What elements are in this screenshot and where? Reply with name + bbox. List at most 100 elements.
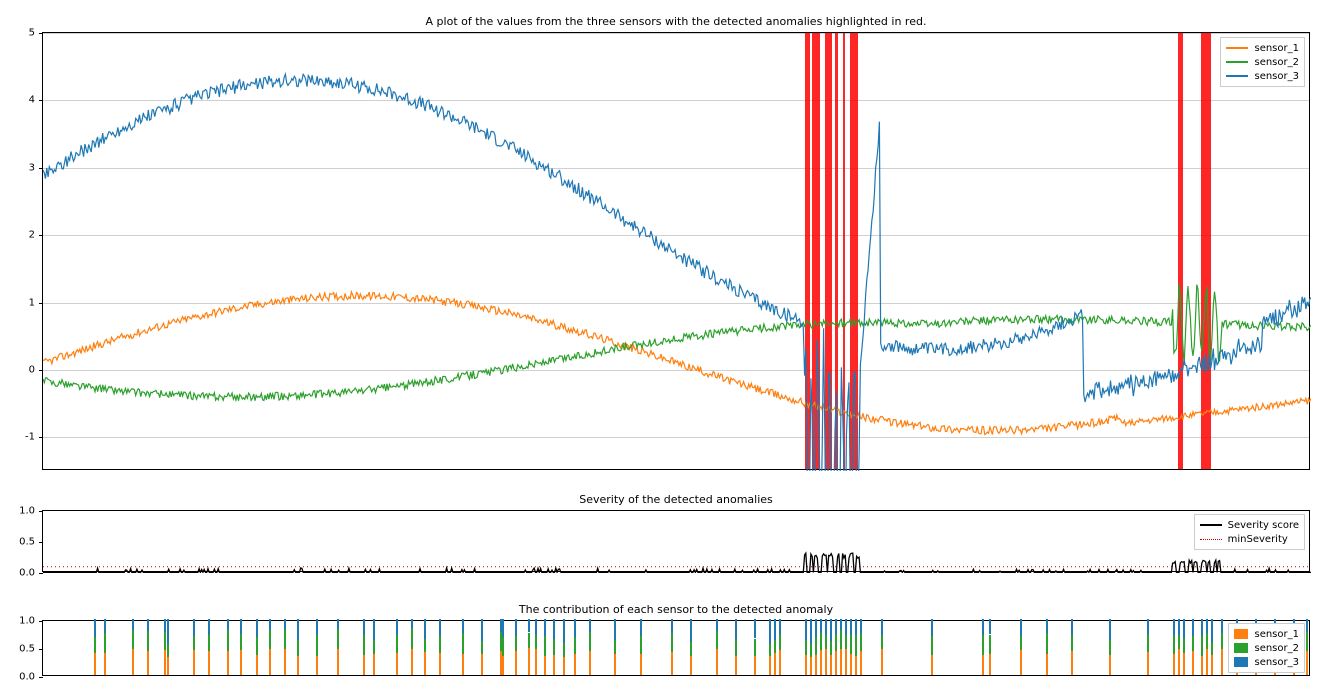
ytick-label: 0.0 [19, 568, 35, 579]
legend-item: sensor_2 [1226, 55, 1299, 69]
contribution-bar [614, 619, 616, 675]
contribution-bar [269, 619, 271, 675]
contribution-bar [147, 619, 149, 675]
sensor-2-line [43, 284, 1311, 401]
contribution-bar [845, 619, 847, 675]
contribution-bar [1071, 619, 1073, 675]
contribution-bar [850, 619, 852, 675]
contribution-bar [825, 619, 827, 675]
severity-plot: Severity of the detected anomalies 0.00.… [42, 510, 1310, 572]
main-lines-svg [43, 33, 1311, 471]
contribution-bar [1221, 619, 1223, 675]
contribution-bar [535, 619, 537, 675]
contribution-bar [502, 619, 504, 675]
contribution-bar [297, 619, 299, 675]
figure: A plot of the values from the three sens… [10, 10, 1317, 683]
ytick-label: -1 [25, 432, 35, 443]
legend-item: sensor_3 [1226, 69, 1299, 83]
contribution-bar [810, 619, 812, 675]
contribution-bar [462, 619, 464, 675]
contribution-bar [1178, 619, 1180, 675]
contribution-bar [316, 619, 318, 675]
contribution-bar [132, 619, 134, 675]
contribution-bar [1147, 619, 1149, 675]
contribution-bar [240, 619, 242, 675]
contribution-bar [815, 619, 817, 675]
contribution-bar [424, 619, 426, 675]
contribution-bar [855, 619, 857, 675]
ytick-label: 4 [29, 95, 35, 106]
legend-item: Severity score [1200, 518, 1299, 532]
legend-item: sensor_2 [1234, 641, 1299, 655]
contribution-bar [396, 619, 398, 675]
contribution-bar [337, 619, 339, 675]
contribution-bar [104, 619, 106, 675]
sensor-3-line [43, 74, 1311, 471]
contribution-bar [1211, 619, 1213, 675]
contribution-bar [1109, 619, 1111, 675]
contribution-bar [94, 619, 96, 675]
contribution-plot: The contribution of each sensor to the d… [42, 620, 1310, 676]
contribution-bar [1020, 619, 1022, 675]
contribution-bar [805, 619, 807, 675]
contribution-bar [690, 619, 692, 675]
severity-svg [43, 511, 1311, 573]
legend-item: sensor_3 [1234, 655, 1299, 669]
contribution-bar [820, 619, 822, 675]
contribution-bar [1046, 619, 1048, 675]
contribution-bar [931, 619, 933, 675]
contribution-bar [860, 619, 862, 675]
contribution-bar [830, 619, 832, 675]
contribution-bar [167, 619, 169, 675]
severity-title: Severity of the detected anomalies [43, 493, 1309, 506]
contribution-bar [640, 619, 642, 675]
contribution-bar [1206, 619, 1208, 675]
contribution-bar [779, 619, 781, 675]
ytick-label: 1 [29, 297, 35, 308]
contribution-bar [515, 619, 517, 675]
contribution-bar [1173, 619, 1175, 675]
severity-line [43, 553, 1311, 572]
ytick-label: 0.5 [19, 537, 35, 548]
severity-legend: Severity scoreminSeverity [1194, 514, 1305, 550]
sensor-1-line [43, 292, 1311, 435]
ytick-label: 0.0 [19, 672, 35, 683]
contribution-bar [439, 619, 441, 675]
contribution-bar [563, 619, 565, 675]
contribution-bar [544, 619, 546, 675]
contribution-bar [716, 619, 718, 675]
contribution-bar [411, 619, 413, 675]
contribution-bar [982, 619, 984, 675]
contribution-bar [840, 619, 842, 675]
contribution-bar [735, 619, 737, 675]
contribution-bar [193, 619, 195, 675]
contribution-bar [671, 619, 673, 675]
main-title: A plot of the values from the three sens… [43, 15, 1309, 28]
ytick-label: 1.0 [19, 506, 35, 517]
contribution-bar [574, 619, 576, 675]
contribution-bar [373, 619, 375, 675]
ytick-label: 5 [29, 28, 35, 39]
contribution-bar [774, 619, 776, 675]
contribution-bar [227, 619, 229, 675]
ytick-label: 3 [29, 162, 35, 173]
contribution-bar [363, 619, 365, 675]
contribution-bar [769, 619, 771, 675]
main-legend: sensor_1sensor_2sensor_3 [1220, 37, 1305, 87]
contribution-bar [754, 619, 756, 675]
contribution-bar [256, 619, 258, 675]
contribution-bar [553, 619, 555, 675]
legend-item: sensor_1 [1234, 627, 1299, 641]
contribution-bar [164, 619, 166, 675]
contribution-bar [989, 619, 991, 675]
contribution-legend: sensor_1sensor_2sensor_3 [1228, 623, 1305, 673]
contribution-bar [589, 619, 591, 675]
ytick-label: 1.0 [19, 616, 35, 627]
ytick-label: 2 [29, 230, 35, 241]
contribution-bar [1306, 619, 1308, 675]
contribution-bars [43, 621, 1309, 675]
ytick-label: 0.5 [19, 644, 35, 655]
contribution-bar [528, 619, 530, 675]
contribution-bar [284, 619, 286, 675]
sensor-values-plot: A plot of the values from the three sens… [42, 32, 1310, 470]
